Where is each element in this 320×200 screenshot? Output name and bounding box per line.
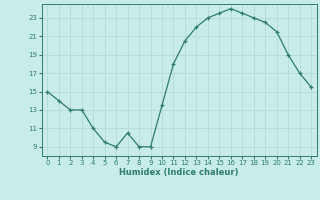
X-axis label: Humidex (Indice chaleur): Humidex (Indice chaleur)	[119, 168, 239, 177]
